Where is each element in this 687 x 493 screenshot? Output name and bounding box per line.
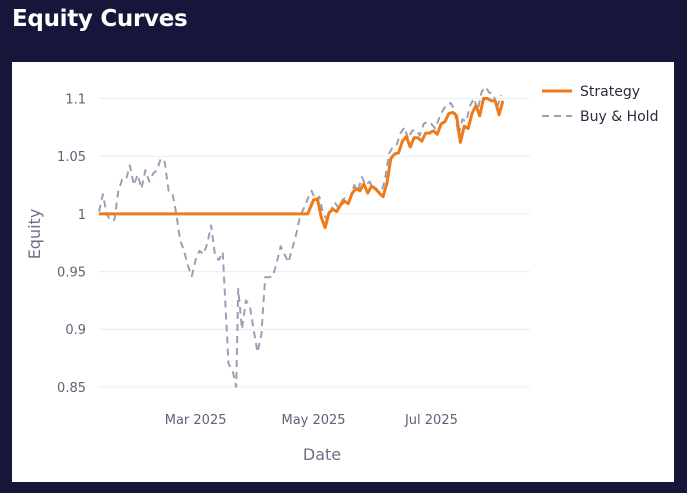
buy-and-hold-line (98, 86, 502, 388)
chart-panel: 0.85 0.9 0.95 1 1.05 1.1 Mar 2025 May 2025 Jul … (12, 62, 674, 482)
x-axis-ticks: Mar 2025 May 2025 Jul 2025 (165, 413, 458, 428)
y-tick-label: 0.95 (57, 266, 86, 281)
x-axis-title: Date (303, 445, 341, 464)
equity-chart: 0.85 0.9 0.95 1 1.05 1.1 Mar 2025 May 2025 Jul … (25, 84, 658, 464)
y-axis-ticks: 0.85 0.9 0.95 1 1.05 1.1 (57, 93, 86, 396)
strategy-line (99, 97, 505, 230)
legend: Strategy Buy & Hold (542, 84, 658, 125)
y-tick-label: 1.1 (65, 93, 86, 108)
y-tick-label: 0.85 (57, 381, 86, 396)
y-tick-label: 1 (78, 208, 86, 223)
x-tick-label: May 2025 (281, 413, 345, 428)
x-tick-label: Jul 2025 (404, 413, 458, 428)
legend-label: Strategy (580, 84, 640, 100)
page-title: Equity Curves (12, 6, 188, 32)
legend-label: Buy & Hold (580, 109, 658, 125)
gridlines (99, 98, 530, 388)
y-tick-label: 1.05 (57, 150, 86, 165)
y-axis-title: Equity (25, 209, 44, 260)
y-tick-label: 0.9 (65, 323, 86, 338)
series-lines (98, 86, 505, 388)
x-tick-label: Mar 2025 (165, 413, 227, 428)
